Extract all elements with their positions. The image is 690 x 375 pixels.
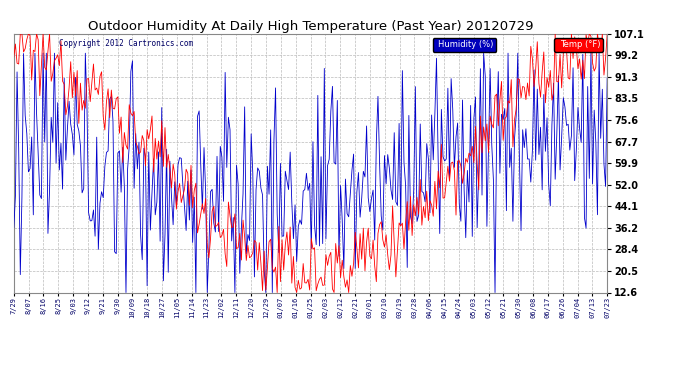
Title: Outdoor Humidity At Daily High Temperature (Past Year) 20120729: Outdoor Humidity At Daily High Temperatu… xyxy=(88,20,533,33)
Legend: Temp (°F): Temp (°F) xyxy=(554,38,603,52)
Text: Copyright 2012 Cartronics.com: Copyright 2012 Cartronics.com xyxy=(59,39,193,48)
